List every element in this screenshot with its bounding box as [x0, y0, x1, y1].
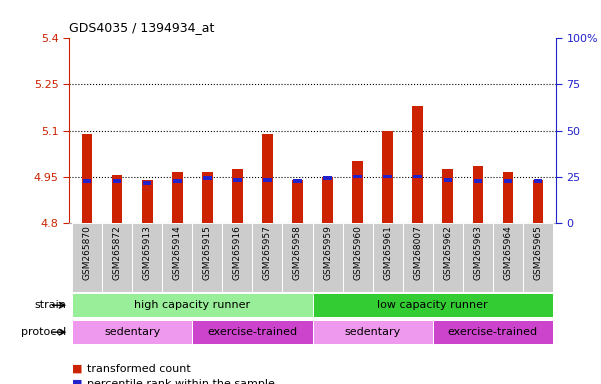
Bar: [293, 179, 302, 183]
Text: GSM265965: GSM265965: [534, 225, 542, 280]
Text: ■: ■: [72, 379, 82, 384]
Text: GSM265962: GSM265962: [444, 225, 452, 280]
Bar: [202, 172, 213, 223]
Bar: [292, 180, 303, 223]
Bar: [83, 179, 91, 183]
Text: GSM265963: GSM265963: [474, 225, 482, 280]
Text: transformed count: transformed count: [87, 364, 191, 374]
Bar: [534, 179, 542, 183]
Text: exercise-trained: exercise-trained: [448, 327, 538, 337]
Bar: [173, 179, 182, 183]
Bar: [233, 178, 242, 182]
Bar: [523, 223, 553, 292]
Bar: [382, 131, 393, 223]
Bar: [343, 223, 373, 292]
Text: exercise-trained: exercise-trained: [207, 327, 297, 337]
Bar: [142, 180, 153, 223]
Text: GSM265870: GSM265870: [83, 225, 91, 280]
Bar: [322, 177, 333, 223]
Bar: [72, 293, 313, 317]
Bar: [444, 178, 452, 182]
Bar: [313, 223, 343, 292]
Bar: [472, 166, 483, 223]
Text: low capacity runner: low capacity runner: [377, 300, 488, 310]
Text: GDS4035 / 1394934_at: GDS4035 / 1394934_at: [69, 22, 215, 35]
Bar: [102, 223, 132, 292]
Bar: [282, 223, 313, 292]
Text: GSM265958: GSM265958: [293, 225, 302, 280]
Text: GSM265913: GSM265913: [143, 225, 151, 280]
Text: strain: strain: [34, 300, 66, 310]
Text: GSM265960: GSM265960: [353, 225, 362, 280]
Bar: [132, 223, 162, 292]
Text: sedentary: sedentary: [344, 327, 401, 337]
Bar: [403, 223, 433, 292]
Bar: [532, 180, 543, 223]
Bar: [143, 181, 151, 185]
Bar: [504, 179, 512, 183]
Text: GSM265964: GSM265964: [504, 225, 512, 280]
Bar: [493, 223, 523, 292]
Bar: [82, 134, 93, 223]
Bar: [222, 223, 252, 292]
Bar: [352, 161, 363, 223]
Text: high capacity runner: high capacity runner: [134, 300, 251, 310]
Text: GSM265914: GSM265914: [173, 225, 182, 280]
Text: sedentary: sedentary: [104, 327, 160, 337]
Bar: [313, 320, 433, 344]
Bar: [442, 169, 453, 223]
Text: GSM265961: GSM265961: [383, 225, 392, 280]
Text: percentile rank within the sample: percentile rank within the sample: [87, 379, 275, 384]
Bar: [412, 106, 423, 223]
Bar: [313, 293, 553, 317]
Text: protocol: protocol: [21, 327, 66, 337]
Text: GSM265959: GSM265959: [323, 225, 332, 280]
Bar: [463, 223, 493, 292]
Bar: [172, 172, 183, 223]
Text: ■: ■: [72, 364, 82, 374]
Bar: [502, 172, 513, 223]
Text: GSM265915: GSM265915: [203, 225, 212, 280]
Bar: [112, 175, 123, 223]
Bar: [413, 175, 422, 179]
Bar: [252, 223, 282, 292]
Bar: [192, 223, 222, 292]
Bar: [72, 320, 192, 344]
Text: GSM268007: GSM268007: [413, 225, 422, 280]
Text: GSM265916: GSM265916: [233, 225, 242, 280]
Bar: [263, 178, 272, 182]
Bar: [203, 176, 212, 180]
Text: GSM265872: GSM265872: [113, 225, 121, 280]
Bar: [383, 175, 392, 179]
Bar: [192, 320, 313, 344]
Bar: [353, 175, 362, 179]
Bar: [232, 169, 243, 223]
Bar: [474, 179, 482, 183]
Bar: [373, 223, 403, 292]
Bar: [113, 179, 121, 183]
Bar: [433, 320, 553, 344]
Bar: [262, 134, 273, 223]
Bar: [72, 223, 102, 292]
Text: GSM265957: GSM265957: [263, 225, 272, 280]
Bar: [323, 176, 332, 180]
Bar: [162, 223, 192, 292]
Bar: [433, 223, 463, 292]
